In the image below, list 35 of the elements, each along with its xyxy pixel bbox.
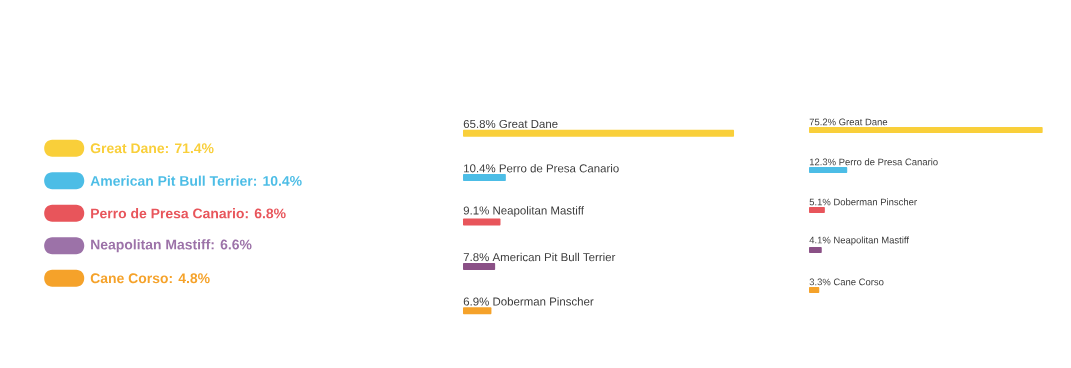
category-label: Cane Corso: 4.8% — [90, 273, 210, 284]
data-label: 65.8% — [463, 119, 496, 128]
bar — [809, 127, 1043, 133]
data-label: 10.4% — [464, 164, 496, 173]
y-tick-label: Great Dane — [499, 119, 558, 128]
bar — [809, 287, 820, 293]
data-label: 7.8% — [463, 253, 489, 262]
bar — [463, 307, 492, 315]
category-label: American Pit Bull Terrier: 10.4% — [90, 175, 302, 186]
y-tick-label: Cane Corso — [833, 278, 884, 286]
y-tick-label: Neapolitan Mastiff — [834, 236, 909, 246]
data-label: 6.9% — [463, 297, 489, 306]
data-label: 75.2% — [809, 118, 836, 126]
data-label: 3.3% — [809, 278, 831, 286]
bar — [463, 262, 496, 270]
bar — [463, 174, 506, 182]
y-tick-label: Perro de Presa Canario — [839, 158, 938, 166]
bar — [463, 218, 501, 226]
bar — [809, 167, 848, 173]
y-tick-label: Doberman Pinscher — [834, 198, 917, 206]
y-tick-label: Neapolitan Mastiff — [493, 206, 584, 217]
bar — [809, 207, 825, 213]
y-tick-label: American Pit Bull Terrier — [492, 252, 616, 262]
data-label: 9.1% — [463, 206, 489, 215]
y-tick-label: Perro de Presa Canario — [499, 163, 619, 173]
data-label: 12.3% — [809, 158, 836, 166]
y-tick-label: Doberman Pinscher — [493, 297, 594, 306]
category-label: Great Dane: 71.4% — [90, 143, 214, 154]
data-label: 4.1% — [809, 236, 831, 244]
bar — [463, 129, 735, 137]
category-label: Perro de Presa Canario: 6.8% — [91, 208, 286, 219]
category-label: Neapolitan Mastiff: 6.6% — [91, 239, 252, 253]
bar — [809, 247, 822, 253]
data-label: 5.1% — [809, 198, 831, 206]
y-tick-label: Great Dane — [839, 118, 888, 126]
